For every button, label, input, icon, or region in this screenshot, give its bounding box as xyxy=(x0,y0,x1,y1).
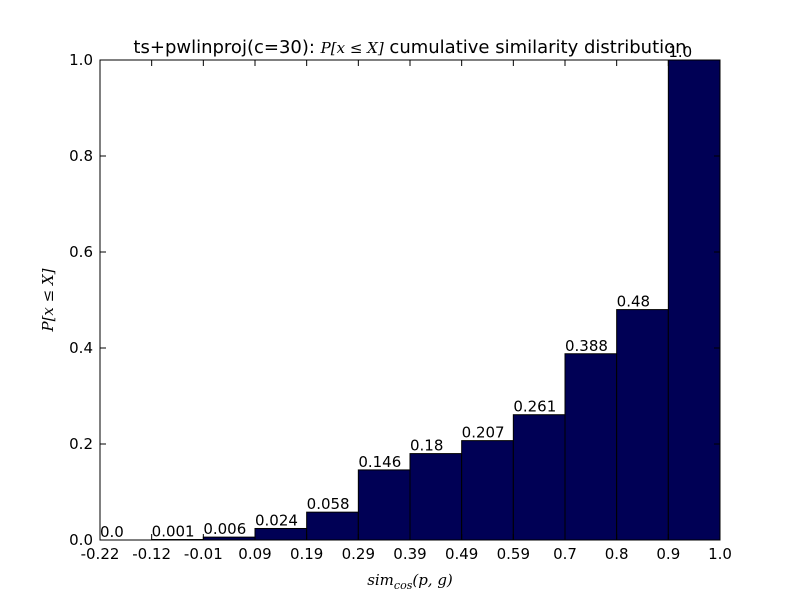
bar xyxy=(461,440,514,541)
bar xyxy=(254,527,308,541)
x-tick-label: 0.39 xyxy=(393,545,426,563)
plot-frame xyxy=(99,59,721,541)
x-tick-label: 0.49 xyxy=(445,545,478,563)
bar-value-label: 0.388 xyxy=(565,337,608,355)
x-tick-label: 1.0 xyxy=(708,545,732,563)
x-tick-label: -0.01 xyxy=(184,545,223,563)
bar xyxy=(564,353,618,541)
bar-value-label: 0.18 xyxy=(410,437,443,455)
bar-value-label: 0.207 xyxy=(462,424,505,442)
x-tick-label: 0.9 xyxy=(656,545,680,563)
chart-title-prefix: ts+pwlinproj(c=30): xyxy=(133,37,320,58)
y-axis-ticks: 0.0 0.2 0.4 0.6 0.8 1.0 xyxy=(69,51,720,549)
y-tick-label: 0.6 xyxy=(69,243,93,261)
x-axis-ticks: -0.22 -0.12 -0.01 0.09 0.19 0.29 0.39 0.49 0.59 0… xyxy=(81,60,732,563)
bar-value-label: 0.48 xyxy=(617,293,650,311)
y-axis-label: P[x ≤ X] xyxy=(39,268,57,332)
x-tick-label: 0.19 xyxy=(290,545,323,563)
x-tick-label: -0.22 xyxy=(81,545,120,563)
bar xyxy=(667,59,721,541)
chart-title-math: P[x ≤ X] xyxy=(320,39,384,57)
bar-value-label: 0.006 xyxy=(203,520,246,538)
x-axis-label: simcos(p, g) xyxy=(367,571,453,592)
x-tick-label: 0.09 xyxy=(238,545,271,563)
bar-value-labels: 0.0 0.001 0.006 0.024 0.058 0.146 0.18 0.207 0.2… xyxy=(100,43,692,541)
chart-title-suffix: cumulative similarity distribution xyxy=(384,37,687,58)
x-tick-label: 0.29 xyxy=(342,545,375,563)
bar xyxy=(512,414,566,541)
x-tick-label: 0.7 xyxy=(553,545,577,563)
y-tick-label: 0.8 xyxy=(69,147,93,165)
chart-title: ts+pwlinproj(c=30): P[x ≤ X] cumulative … xyxy=(133,37,686,58)
y-tick-label: 1.0 xyxy=(69,51,93,69)
y-tick-label: 0.4 xyxy=(69,339,93,357)
bar-value-label: 0.261 xyxy=(513,398,556,416)
bar xyxy=(409,453,463,541)
x-axis-label-args: (p, g) xyxy=(412,571,453,589)
bar xyxy=(616,309,669,541)
x-tick-label: 0.8 xyxy=(605,545,629,563)
bar-value-label: 0.024 xyxy=(255,511,298,529)
x-tick-label: -0.12 xyxy=(132,545,171,563)
bar-value-label: 0.001 xyxy=(152,523,195,541)
bar xyxy=(357,469,411,541)
bar-value-label: 1.0 xyxy=(668,43,692,61)
bar-value-label: 0.058 xyxy=(307,495,350,513)
x-tick-label: 0.59 xyxy=(497,545,530,563)
x-axis-label-main: sim xyxy=(367,571,394,589)
y-tick-label: 0.2 xyxy=(69,435,93,453)
y-tick-label: 0.0 xyxy=(69,531,93,549)
bars-group xyxy=(151,59,721,541)
bar-value-label: 0.146 xyxy=(358,453,401,471)
x-axis-label-subscript: cos xyxy=(394,579,413,592)
bar xyxy=(306,511,359,541)
bar-value-label: 0.0 xyxy=(100,523,124,541)
